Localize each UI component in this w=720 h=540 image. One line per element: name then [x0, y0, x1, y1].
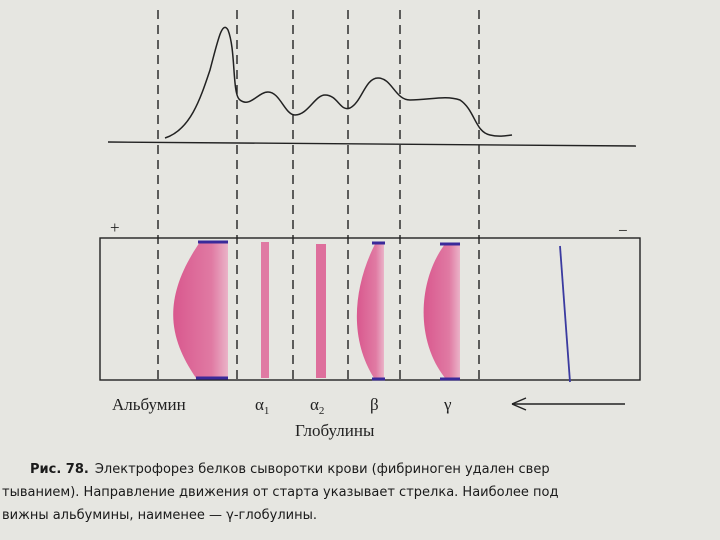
alpha2-label: α2: [310, 395, 324, 417]
gamma-label: γ: [443, 395, 452, 414]
dashed-guides: [157, 10, 480, 380]
minus-sign: −: [618, 221, 628, 240]
label-part: 2: [319, 405, 325, 417]
direction-arrow: [511, 397, 625, 411]
caption-line: тыванием). Направление движения от старт…: [2, 485, 558, 500]
densitogram-curve: [164, 26, 513, 139]
label-part: 1: [264, 405, 270, 417]
label-part: Рис. 78.: [30, 462, 89, 477]
alpha1-label: α1: [255, 395, 269, 417]
globulins-label: Глобулины: [295, 421, 375, 440]
beta-label: β: [370, 395, 379, 414]
baseline: [107, 141, 637, 147]
caption-line: Рис. 78. Электрофорез белков сыворотки кр…: [30, 462, 550, 477]
albumin-label: Альбумин: [112, 395, 186, 414]
label-part: Электрофорез белков сыворотки крови (фиб…: [95, 462, 550, 477]
strip: [99, 237, 641, 381]
caption-line: вижны альбумины, наименее — γ-глобулины.: [2, 508, 317, 523]
label-part: α: [255, 395, 264, 414]
bands: [173, 240, 571, 383]
label-part: α: [310, 395, 319, 414]
plus-sign: +: [110, 218, 120, 237]
